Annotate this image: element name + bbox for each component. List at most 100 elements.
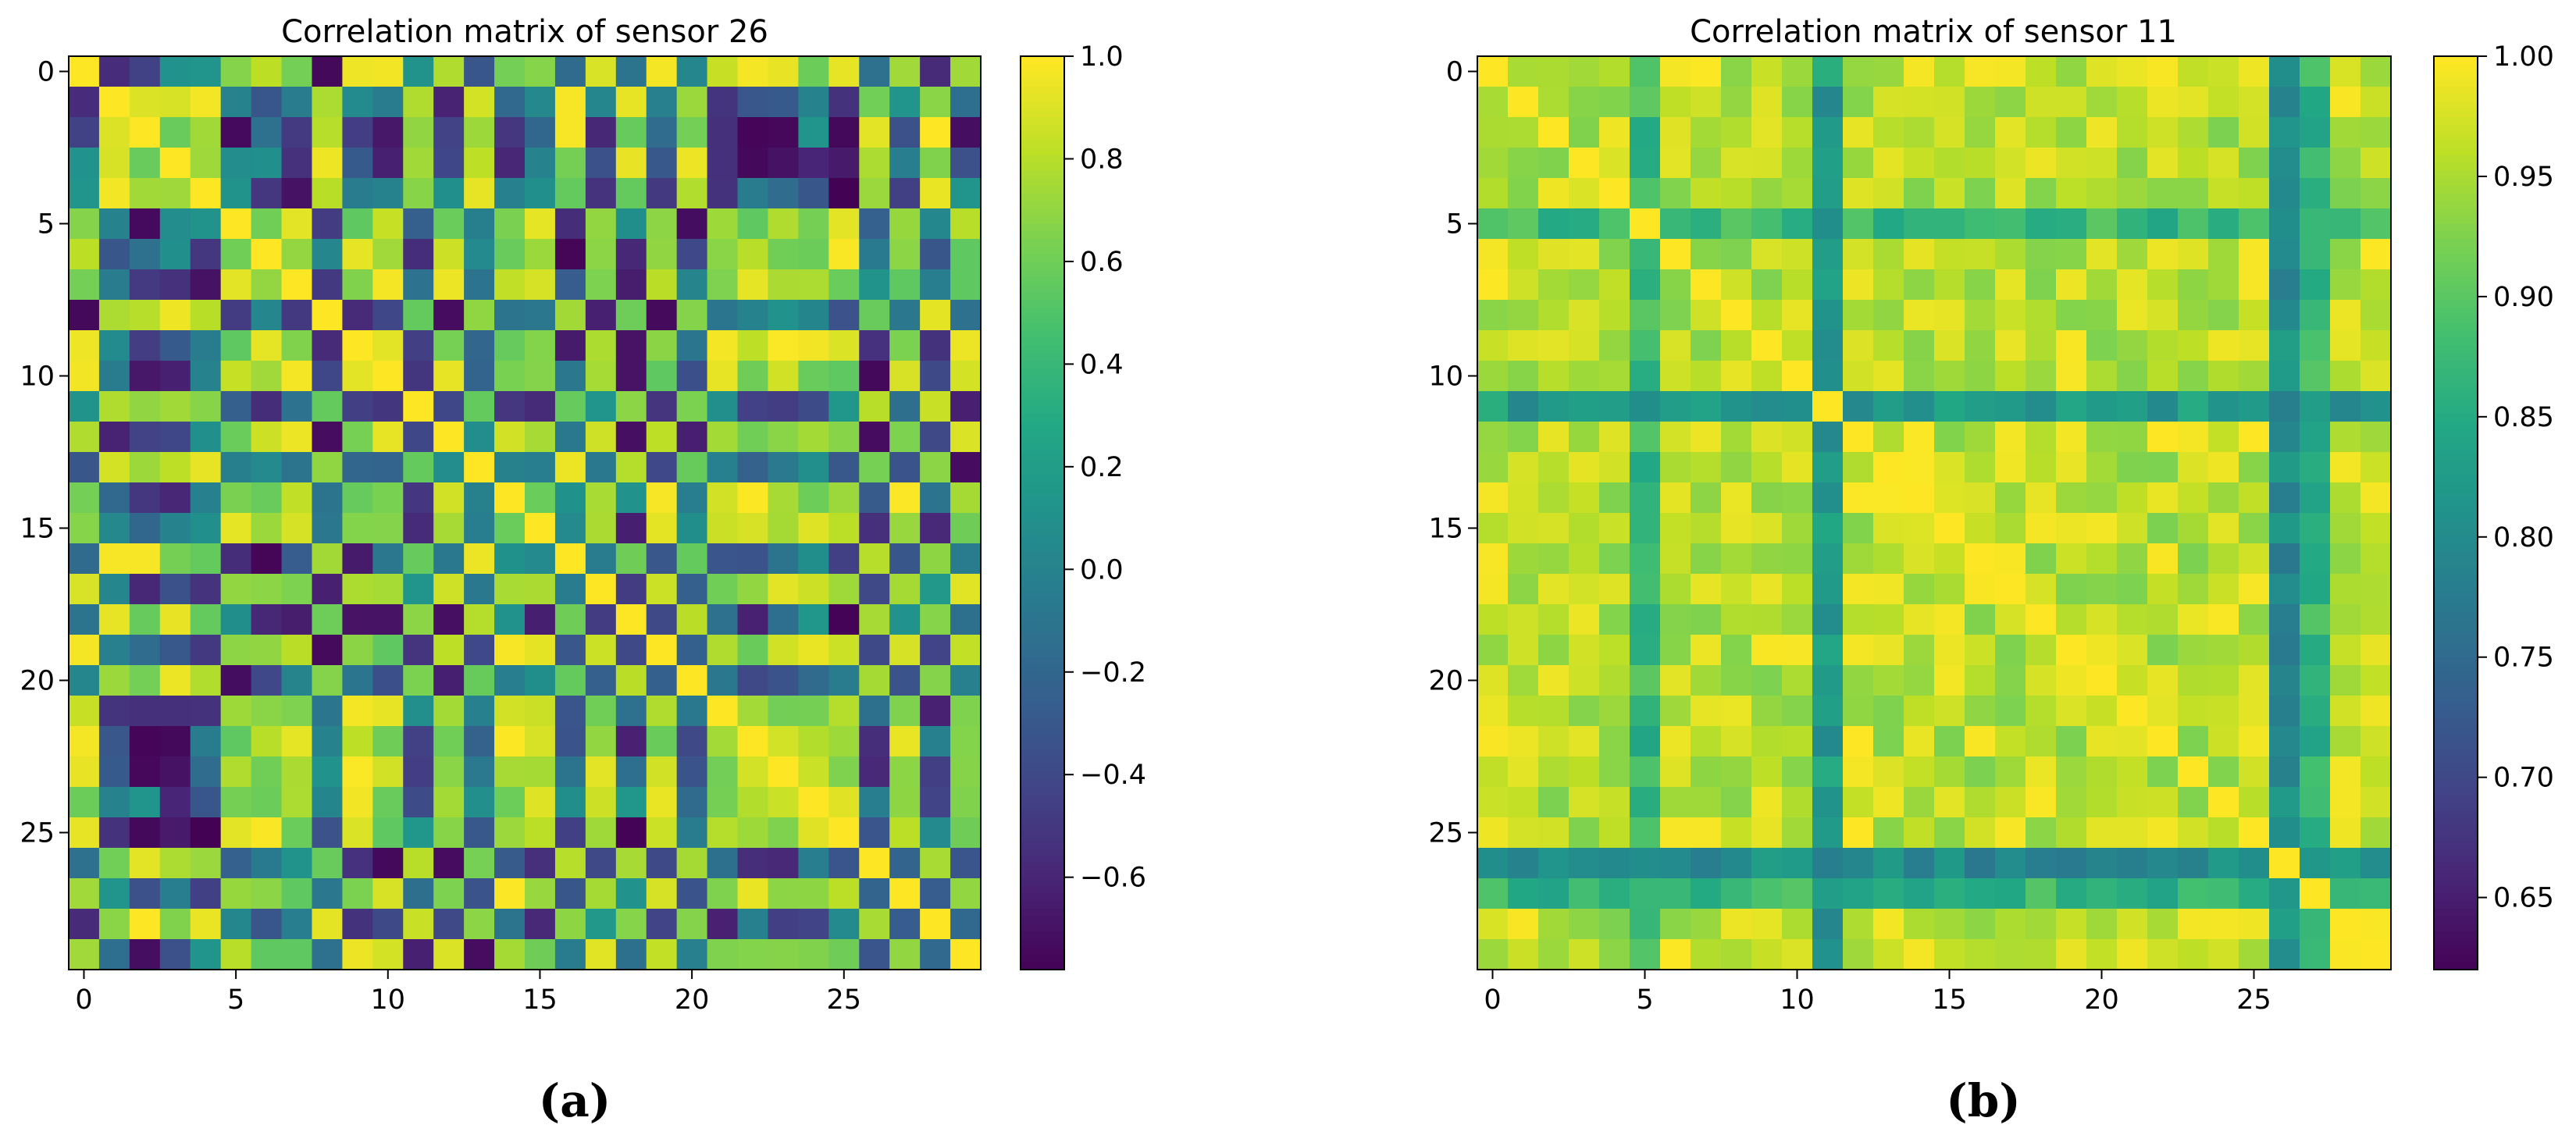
panel-b-colorbar-segment — [2434, 239, 2478, 247]
panel-b-cell — [2300, 452, 2331, 483]
panel-a-colorbar-segment — [1021, 109, 1064, 118]
panel-b-colorbar-segment — [2434, 536, 2478, 544]
panel-a-cell — [403, 148, 434, 179]
panel-b-cell — [1599, 817, 1630, 849]
panel-b-colorbar-segment — [2434, 954, 2478, 963]
panel-a-cell — [676, 909, 708, 940]
panel-a-x-tick-label: 5 — [227, 984, 244, 1016]
panel-a-cell — [403, 300, 434, 331]
panel-b-cell — [2269, 574, 2300, 605]
panel-a-colorbar-segment — [1021, 513, 1064, 521]
panel-a-cell — [403, 848, 434, 879]
panel-b-cell — [1782, 848, 1813, 879]
panel-b-cell — [1873, 361, 1904, 392]
panel-a-cell — [403, 482, 434, 514]
panel-a-colorbar-frame — [1020, 55, 1065, 970]
panel-a-cell — [798, 87, 829, 118]
panel-b-cell — [2330, 543, 2361, 575]
panel-b-cell — [1630, 178, 1661, 209]
panel-a-cell — [859, 878, 890, 909]
panel-a-cell — [98, 817, 130, 849]
panel-a-cell — [889, 635, 921, 666]
panel-a-cell — [98, 787, 130, 818]
panel-a-cell — [889, 787, 921, 818]
panel-b-cell — [2239, 635, 2270, 666]
panel-a-cell — [768, 848, 799, 879]
panel-a-cell — [920, 178, 951, 209]
panel-b-cell — [1782, 56, 1813, 87]
panel-b-cell — [1751, 178, 1783, 209]
panel-a-cell — [69, 787, 100, 818]
panel-b-cell — [2117, 148, 2148, 179]
panel-b-cell — [1630, 239, 1661, 270]
panel-b-cell — [2360, 330, 2392, 361]
panel-a-cell — [464, 269, 495, 301]
panel-b-cell — [2269, 909, 2300, 940]
panel-a-cell — [159, 330, 191, 361]
panel-a-cell — [525, 330, 556, 361]
panel-a-colorbar-segment — [1021, 101, 1064, 111]
panel-b-cell — [1873, 422, 1904, 453]
panel-b-cell — [1569, 269, 1600, 301]
panel-b-cell — [2208, 178, 2239, 209]
panel-b-x-ticks: 0 5 10 15 20 25 — [1484, 970, 2271, 1016]
panel-a-cell — [646, 665, 678, 696]
panel-b-cell — [2086, 178, 2118, 209]
panel-b-cell — [1873, 148, 1904, 179]
panel-a-cell — [585, 330, 617, 361]
panel-a-cell — [889, 148, 921, 179]
panel-a-colorbar-segment — [1021, 688, 1064, 696]
panel-b-cell — [1721, 909, 1752, 940]
panel-a-cell — [889, 300, 921, 331]
panel-a-cell — [707, 756, 739, 788]
panel-b-colorbar-tick-label: 0.75 — [2493, 642, 2554, 674]
panel-b-colorbar-segment — [2434, 109, 2478, 118]
panel-a-cell — [190, 665, 222, 696]
panel-b-cell — [1569, 148, 1600, 179]
panel-a-cell — [403, 635, 434, 666]
panel-b-cell — [1843, 482, 1874, 514]
panel-a-colorbar-segment — [1021, 185, 1064, 194]
panel-b-colorbar-segment — [2434, 223, 2478, 233]
panel-a-cell — [707, 330, 739, 361]
panel-b-cell — [1843, 87, 1874, 118]
panel-a-colorbar-segment — [1021, 201, 1064, 209]
panel-a-caption: (a) — [539, 1074, 611, 1127]
panel-a-cell — [129, 269, 161, 301]
panel-b-colorbar-segment — [2434, 924, 2478, 933]
panel-a-cell — [433, 635, 465, 666]
panel-a-colorbar-segment — [1021, 505, 1064, 514]
panel-b-cell — [1965, 87, 1996, 118]
panel-a-cell — [190, 391, 222, 422]
panel-a-cell — [342, 878, 373, 909]
panel-b-cell — [2026, 269, 2057, 301]
panel-b-cell — [1721, 269, 1752, 301]
panel-a-colorbar-segment — [1021, 635, 1064, 643]
panel-a-cell — [342, 178, 373, 209]
panel-a-cell — [889, 87, 921, 118]
panel-b-cell — [1660, 726, 1691, 757]
panel-b-cell — [2086, 117, 2118, 148]
panel-a-colorbar-segment — [1021, 262, 1064, 270]
panel-a-cell — [403, 452, 434, 483]
panel-a-cell — [403, 696, 434, 727]
panel-a-cell — [828, 939, 860, 970]
panel-a-cell — [950, 391, 982, 422]
panel-b-cell — [2330, 787, 2361, 818]
panel-a-colorbar-segment — [1021, 901, 1064, 909]
panel-b-cell — [2086, 148, 2118, 179]
panel-b-cell — [2330, 939, 2361, 970]
panel-a-colorbar-segment — [1021, 924, 1064, 933]
panel-a-cell — [889, 56, 921, 87]
panel-a-cell — [859, 178, 890, 209]
panel-a-cell — [403, 239, 434, 270]
panel-b-cell — [1812, 452, 1844, 483]
panel-b-colorbar-segment — [2434, 315, 2478, 324]
panel-b-cell — [1630, 635, 1661, 666]
panel-a-cell — [646, 756, 678, 788]
panel-a-cell — [859, 574, 890, 605]
panel-b-cell — [1904, 878, 1935, 909]
panel-b-cell — [1751, 56, 1783, 87]
panel-a-colorbar-segment — [1021, 832, 1064, 842]
panel-a-cell — [312, 939, 343, 970]
